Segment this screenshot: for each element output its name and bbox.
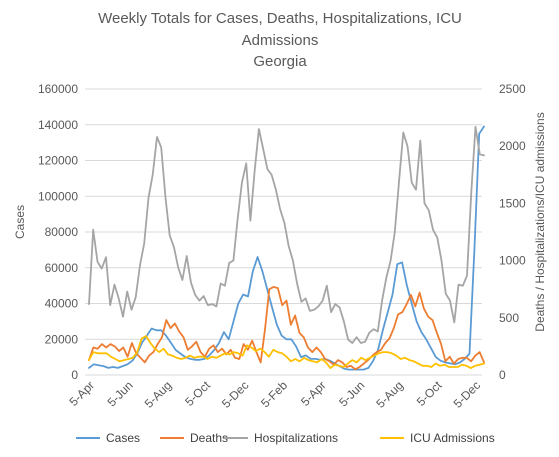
y-tick-label: 0 [71,368,78,382]
legend: Cases Deaths Hospitalizations ICU Admission… [76,431,495,445]
legend-entry: Deaths [190,431,228,445]
chart-title-line-2: Admissions [242,32,319,49]
chart-title-line-1: Weekly Totals for Cases, Deaths, Hospita… [98,10,462,27]
x-tick-label: 5-Apr [66,378,97,409]
y2-tick-label: 0 [499,368,506,382]
x-tick-label: 5-Aug [142,378,175,411]
x-tick-label: 5-Dec [451,378,484,411]
x-tick-label: 5-Apr [298,378,329,409]
x-tick-label: 5-Feb [258,378,290,410]
y-tick-label: 120000 [38,154,78,168]
x-tick-label: 5-Aug [373,378,406,411]
y-axis-label: Cases [13,205,27,239]
y-tick-label: 100000 [38,189,78,203]
x-tick-label: 5-Jun [105,378,136,409]
legend-entry: Cases [106,431,140,445]
x-axis: 5-Apr 5-Jun 5-Aug 5-Oct 5-Dec 5-Feb 5-Apr 5-Jun… [66,378,483,411]
series-line-cases [88,125,485,371]
y-tick-label: 80000 [45,225,79,239]
y-tick-label: 40000 [45,297,79,311]
x-tick-label: 5-Oct [414,378,445,409]
x-tick-label: 5-Oct [182,378,213,409]
legend-entry: ICU Admissions [410,431,495,445]
series-line-icu-admissions [88,335,485,370]
y2-tick-label: 2500 [499,82,526,96]
chart-title: Weekly Totals for Cases, Deaths, Hospita… [98,10,462,70]
series-line-hospitalizations [88,125,485,344]
y2-tick-label: 500 [499,311,519,325]
y2-axis-label: Deaths / Hospitalizations/ICU admissions [533,112,547,331]
series-lines [88,125,485,371]
gridlines [85,88,482,376]
chart-title-line-3: Georgia [253,53,307,70]
y2-tick-label: 1500 [499,196,526,210]
y2-tick-label: 2000 [499,139,526,153]
x-tick-label: 5-Jun [336,378,367,409]
y-axis-left: 0 20000 40000 60000 80000 100000 120000 140000 1… [38,82,78,382]
y-axis-right: 0 500 1000 1500 2000 2500 [499,82,526,382]
y-tick-label: 60000 [45,261,79,275]
y-tick-label: 160000 [38,82,78,96]
y2-tick-label: 1000 [499,254,526,268]
legend-entry: Hospitalizations [254,431,338,445]
x-tick-label: 5-Dec [219,378,252,411]
y-tick-label: 20000 [45,332,79,346]
y-tick-label: 140000 [38,118,78,132]
